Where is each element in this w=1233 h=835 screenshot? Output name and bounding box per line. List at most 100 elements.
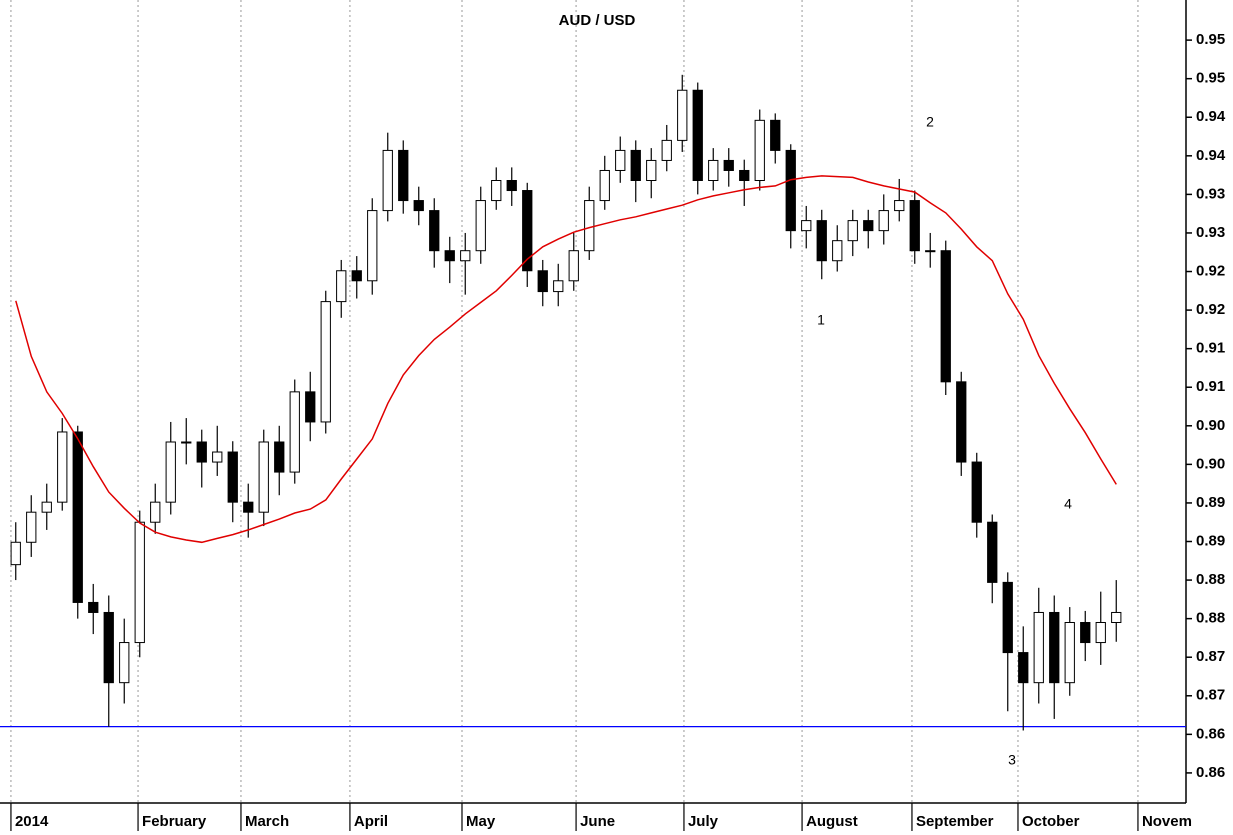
chart-title: AUD / USD	[559, 12, 636, 29]
candle-body	[692, 89, 703, 182]
x-tick-label: October	[1022, 813, 1080, 830]
candle-body	[134, 521, 145, 644]
candle-body	[1049, 611, 1060, 684]
candle-body	[646, 159, 657, 182]
candle-body	[243, 501, 254, 513]
candle-body	[1033, 611, 1044, 684]
candle-body	[57, 431, 68, 503]
x-tick-label: February	[142, 813, 207, 830]
candle-body	[429, 210, 440, 252]
candle-body	[723, 159, 734, 171]
candle-body	[26, 511, 37, 543]
candle-body	[150, 501, 161, 523]
candle-body	[894, 200, 905, 212]
y-tick-label: 0.89	[1196, 494, 1225, 511]
x-tick-label: June	[580, 813, 615, 830]
x-tick-label: September	[916, 813, 994, 830]
candle-body	[382, 149, 393, 212]
candle-body	[227, 451, 238, 503]
candle-body	[165, 441, 176, 503]
candle-body	[258, 441, 269, 513]
candle-body	[88, 601, 99, 613]
x-tick-label: March	[245, 813, 289, 830]
y-tick-label: 0.86	[1196, 725, 1225, 742]
candle-body	[367, 210, 378, 282]
candle-body	[878, 210, 889, 232]
candle-body	[987, 521, 998, 583]
candle-body	[41, 501, 52, 513]
y-tick-label: 0.89	[1196, 532, 1225, 549]
candle-body	[847, 220, 858, 242]
candle-body	[537, 270, 548, 293]
candle-body	[785, 149, 796, 232]
candle-body	[568, 250, 579, 282]
candle-body	[925, 250, 936, 253]
candle-body	[196, 441, 207, 463]
candle-body	[320, 301, 331, 423]
y-tick-label: 0.92	[1196, 301, 1225, 318]
candle-body	[351, 270, 362, 282]
annotation: 1	[817, 312, 825, 328]
candle-body	[801, 220, 812, 232]
y-tick-label: 0.90	[1196, 417, 1225, 434]
candle-body	[708, 159, 719, 182]
candle-body	[289, 391, 300, 473]
candle-body	[553, 280, 564, 293]
annotation: 4	[1064, 496, 1072, 512]
candle-body	[522, 190, 533, 272]
candle-body	[1018, 652, 1029, 684]
candle-body	[909, 200, 920, 252]
y-tick-label: 0.95	[1196, 70, 1225, 87]
y-tick-label: 0.87	[1196, 687, 1225, 704]
candle-body	[460, 250, 471, 262]
candle-body	[615, 149, 626, 171]
y-tick-label: 0.88	[1196, 610, 1225, 627]
candle-body	[491, 180, 502, 202]
candle-body	[661, 139, 672, 161]
y-tick-label: 0.91	[1196, 340, 1225, 357]
x-tick-label: 2014	[15, 813, 49, 830]
candle-body	[940, 250, 951, 383]
candle-body	[305, 391, 316, 423]
candle-body	[413, 200, 424, 212]
candle-body	[398, 149, 409, 202]
candle-body	[677, 89, 688, 141]
candle-body	[630, 149, 641, 182]
candle-body	[739, 169, 750, 182]
y-tick-label: 0.86	[1196, 764, 1225, 781]
candle-body	[212, 451, 223, 463]
candle-body	[181, 441, 192, 444]
candle-body	[506, 180, 517, 192]
x-tick-label: July	[688, 813, 719, 830]
candle-body	[754, 119, 765, 182]
candle-body	[10, 541, 21, 566]
annotation: 3	[1008, 752, 1016, 768]
candle-body	[1095, 621, 1106, 644]
y-tick-label: 0.87	[1196, 648, 1225, 665]
candle-body	[336, 270, 347, 303]
candle-body	[832, 240, 843, 262]
y-tick-label: 0.94	[1196, 147, 1226, 164]
x-tick-label: April	[354, 813, 388, 830]
y-tick-label: 0.88	[1196, 571, 1225, 588]
y-tick-label: 0.90	[1196, 455, 1225, 472]
candle-body	[1064, 621, 1075, 684]
candle-body	[274, 441, 285, 473]
y-tick-label: 0.92	[1196, 262, 1225, 279]
x-tick-label: Novem	[1142, 813, 1192, 830]
candle-body	[444, 250, 455, 262]
candle-body	[584, 200, 595, 252]
y-tick-label: 0.95	[1196, 31, 1225, 48]
candle-body	[475, 200, 486, 252]
moving-average-line	[15, 175, 1117, 544]
y-tick-label: 0.93	[1196, 185, 1225, 202]
annotation: 2	[926, 114, 934, 130]
candle-body	[1080, 621, 1091, 644]
candle-body	[1002, 581, 1013, 654]
candle-body	[72, 431, 83, 603]
candle-body	[956, 381, 967, 463]
candle-body	[103, 611, 114, 684]
y-tick-label: 0.94	[1196, 108, 1226, 125]
